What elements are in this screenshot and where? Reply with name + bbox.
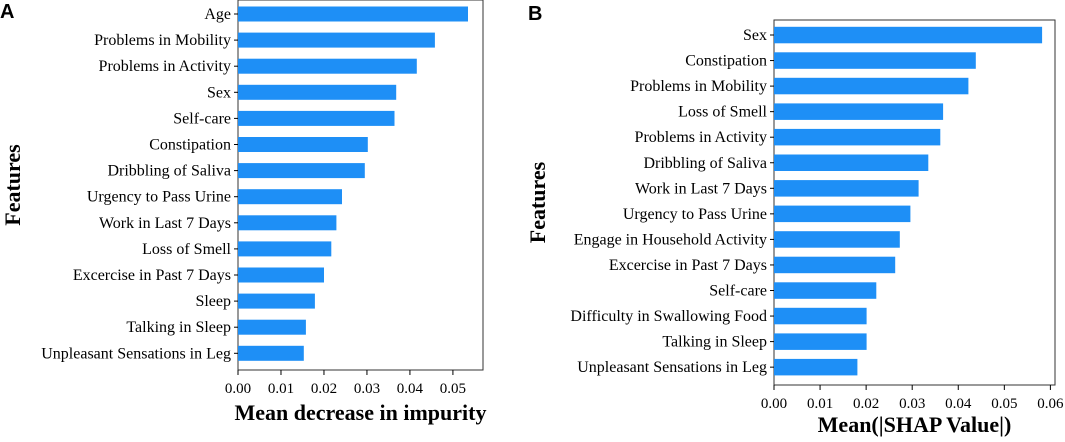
y-tick-label: Unpleasant Sensations in Leg (577, 359, 767, 376)
bar (238, 6, 468, 22)
y-tick-label: Sex (743, 27, 767, 44)
plot-frame (773, 19, 1056, 386)
x-axis-title: Mean(|SHAP Value|) (818, 412, 1012, 437)
y-tick-label: Talking in Sleep (126, 319, 231, 336)
x-tick-label: 0.02 (853, 396, 879, 412)
bar (238, 189, 342, 205)
bar (774, 103, 944, 120)
x-tick-label: 0.00 (225, 381, 251, 397)
bar (774, 205, 911, 223)
y-tick-label: Work in Last 7 Days (99, 215, 231, 232)
y-tick-label: Problems in Activity (99, 58, 231, 75)
y-tick-label: Dribbling of Saliva (107, 163, 231, 180)
bar (774, 128, 941, 146)
x-tick-label: 0.01 (807, 396, 833, 412)
y-tick-label: Age (204, 6, 231, 23)
y-tick-label: Urgency to Pass Urine (87, 189, 231, 206)
y-axis-title: Features (0, 144, 25, 226)
bar (774, 282, 877, 299)
y-tick-label: Engage in Household Activity (574, 231, 767, 248)
y-tick-label: Constipation (685, 53, 767, 70)
x-tick-label: 0.04 (397, 381, 424, 397)
bar (238, 58, 417, 74)
bar (774, 256, 896, 274)
bar (238, 137, 368, 152)
panel-label-a: A (0, 1, 14, 23)
y-tick-label: Work in Last 7 Days (635, 180, 767, 197)
x-tick-label: 0.01 (268, 381, 294, 397)
bar (774, 26, 1043, 44)
y-tick-label: Unpleasant Sensations in Leg (41, 345, 231, 362)
bar (774, 77, 969, 95)
bar (238, 32, 435, 48)
y-tick-label: Dribbling of Saliva (643, 155, 767, 172)
bar (774, 307, 867, 325)
y-tick-label: Talking in Sleep (662, 334, 767, 351)
y-tick-label: Excercise in Past 7 Days (609, 257, 767, 274)
y-tick-label: Self-care (709, 283, 767, 300)
y-tick-label: Loss of Smell (142, 241, 231, 258)
plot-frame (237, 0, 484, 371)
y-tick-label: Urgency to Pass Urine (623, 206, 767, 223)
x-tick-label: 0.00 (761, 396, 787, 412)
bar (774, 154, 929, 171)
y-axis-title: Features (525, 161, 550, 243)
bar (774, 333, 867, 350)
bar (774, 52, 976, 69)
chart-a: Age Problems in Mobility Problems in Activ… (0, 0, 486, 425)
x-tick-label: 0.06 (1037, 396, 1064, 412)
y-tick-label: Problems in Mobility (94, 32, 231, 49)
y-tick-label: Sleep (195, 293, 231, 310)
bar (238, 215, 337, 231)
y-tick-label: Difficulty in Swallowing Food (570, 308, 767, 325)
y-tick-label: Constipation (149, 137, 231, 154)
x-axis-title: Mean decrease in impurity (235, 400, 487, 425)
x-tick-label: 0.03 (899, 396, 925, 412)
y-tick-label: Excercise in Past 7 Days (73, 267, 231, 284)
bar (238, 163, 365, 179)
bar (238, 110, 395, 126)
bar (238, 345, 304, 361)
bar (774, 358, 858, 376)
x-tick-label: 0.03 (354, 381, 380, 397)
x-tick-label: 0.02 (311, 381, 337, 397)
bar (238, 241, 332, 257)
panel-label-b: B (528, 3, 542, 25)
bar (238, 293, 315, 309)
y-tick-label: Self-care (173, 110, 231, 127)
bar (238, 267, 324, 283)
bar (774, 231, 900, 248)
chart-b: Sex Constipation Problems in Mobility Loss … (525, 19, 1064, 437)
bar (238, 319, 306, 335)
x-tick-label: 0.05 (440, 381, 466, 397)
y-tick-label: Loss of Smell (678, 104, 767, 121)
x-tick-label: 0.04 (945, 396, 972, 412)
y-tick-label: Sex (207, 84, 231, 101)
bar (774, 180, 919, 197)
x-tick-label: 0.05 (991, 396, 1017, 412)
bar (238, 84, 397, 100)
y-tick-label: Problems in Activity (635, 129, 767, 146)
y-tick-label: Problems in Mobility (630, 78, 767, 95)
